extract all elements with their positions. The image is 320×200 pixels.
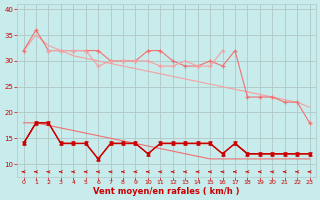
X-axis label: Vent moyen/en rafales ( km/h ): Vent moyen/en rafales ( km/h ) [93,187,240,196]
